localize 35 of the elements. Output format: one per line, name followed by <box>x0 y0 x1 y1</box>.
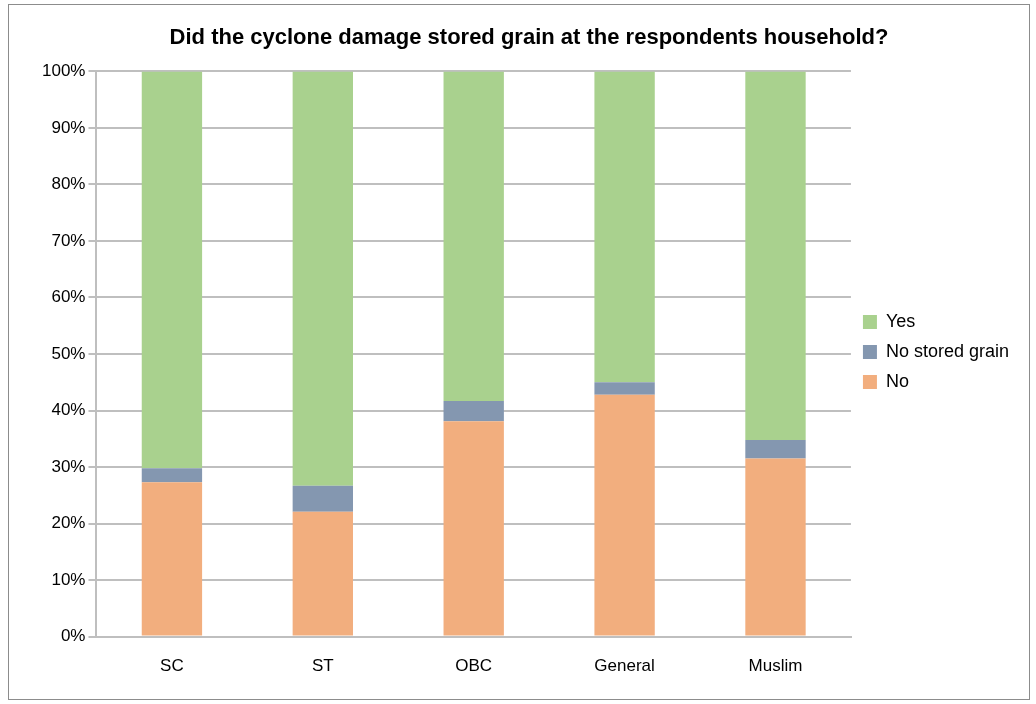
legend-label: No stored grain <box>885 340 1010 361</box>
bar <box>443 421 504 636</box>
bar <box>443 71 504 401</box>
bar <box>745 71 806 440</box>
bar <box>292 71 353 486</box>
y-tick-label: 90% <box>51 117 86 137</box>
bar <box>745 439 806 459</box>
y-tick-label: 20% <box>51 513 86 533</box>
x-tick-label: OBC <box>455 656 493 676</box>
y-tick-label: 60% <box>51 287 86 307</box>
bar <box>141 71 203 469</box>
x-tick-label: Muslim <box>748 656 803 676</box>
y-tick-label: 50% <box>51 343 86 363</box>
y-tick-label: 80% <box>51 174 86 194</box>
bar <box>141 468 203 483</box>
y-tick-label: 0% <box>60 626 86 646</box>
x-tick-label: SC <box>160 656 184 676</box>
bar <box>745 458 806 636</box>
chart-title: Did the cyclone damage stored grain at the respondents household? <box>169 24 889 50</box>
bar <box>594 394 655 636</box>
bar <box>594 71 655 383</box>
x-tick-label: General <box>594 656 655 676</box>
y-tick-label: 70% <box>51 230 86 250</box>
x-tick-label: ST <box>311 656 334 676</box>
y-tick-label: 100% <box>42 61 86 81</box>
bar <box>292 485 353 512</box>
bar <box>141 482 203 636</box>
legend-label: No <box>885 370 909 391</box>
y-tick-label: 40% <box>51 400 86 420</box>
y-tick-label: 10% <box>51 569 86 589</box>
bar <box>594 382 655 395</box>
bar <box>292 511 353 636</box>
y-tick-label: 30% <box>51 456 86 476</box>
bar <box>443 400 504 422</box>
legend-label: Yes <box>885 310 916 331</box>
